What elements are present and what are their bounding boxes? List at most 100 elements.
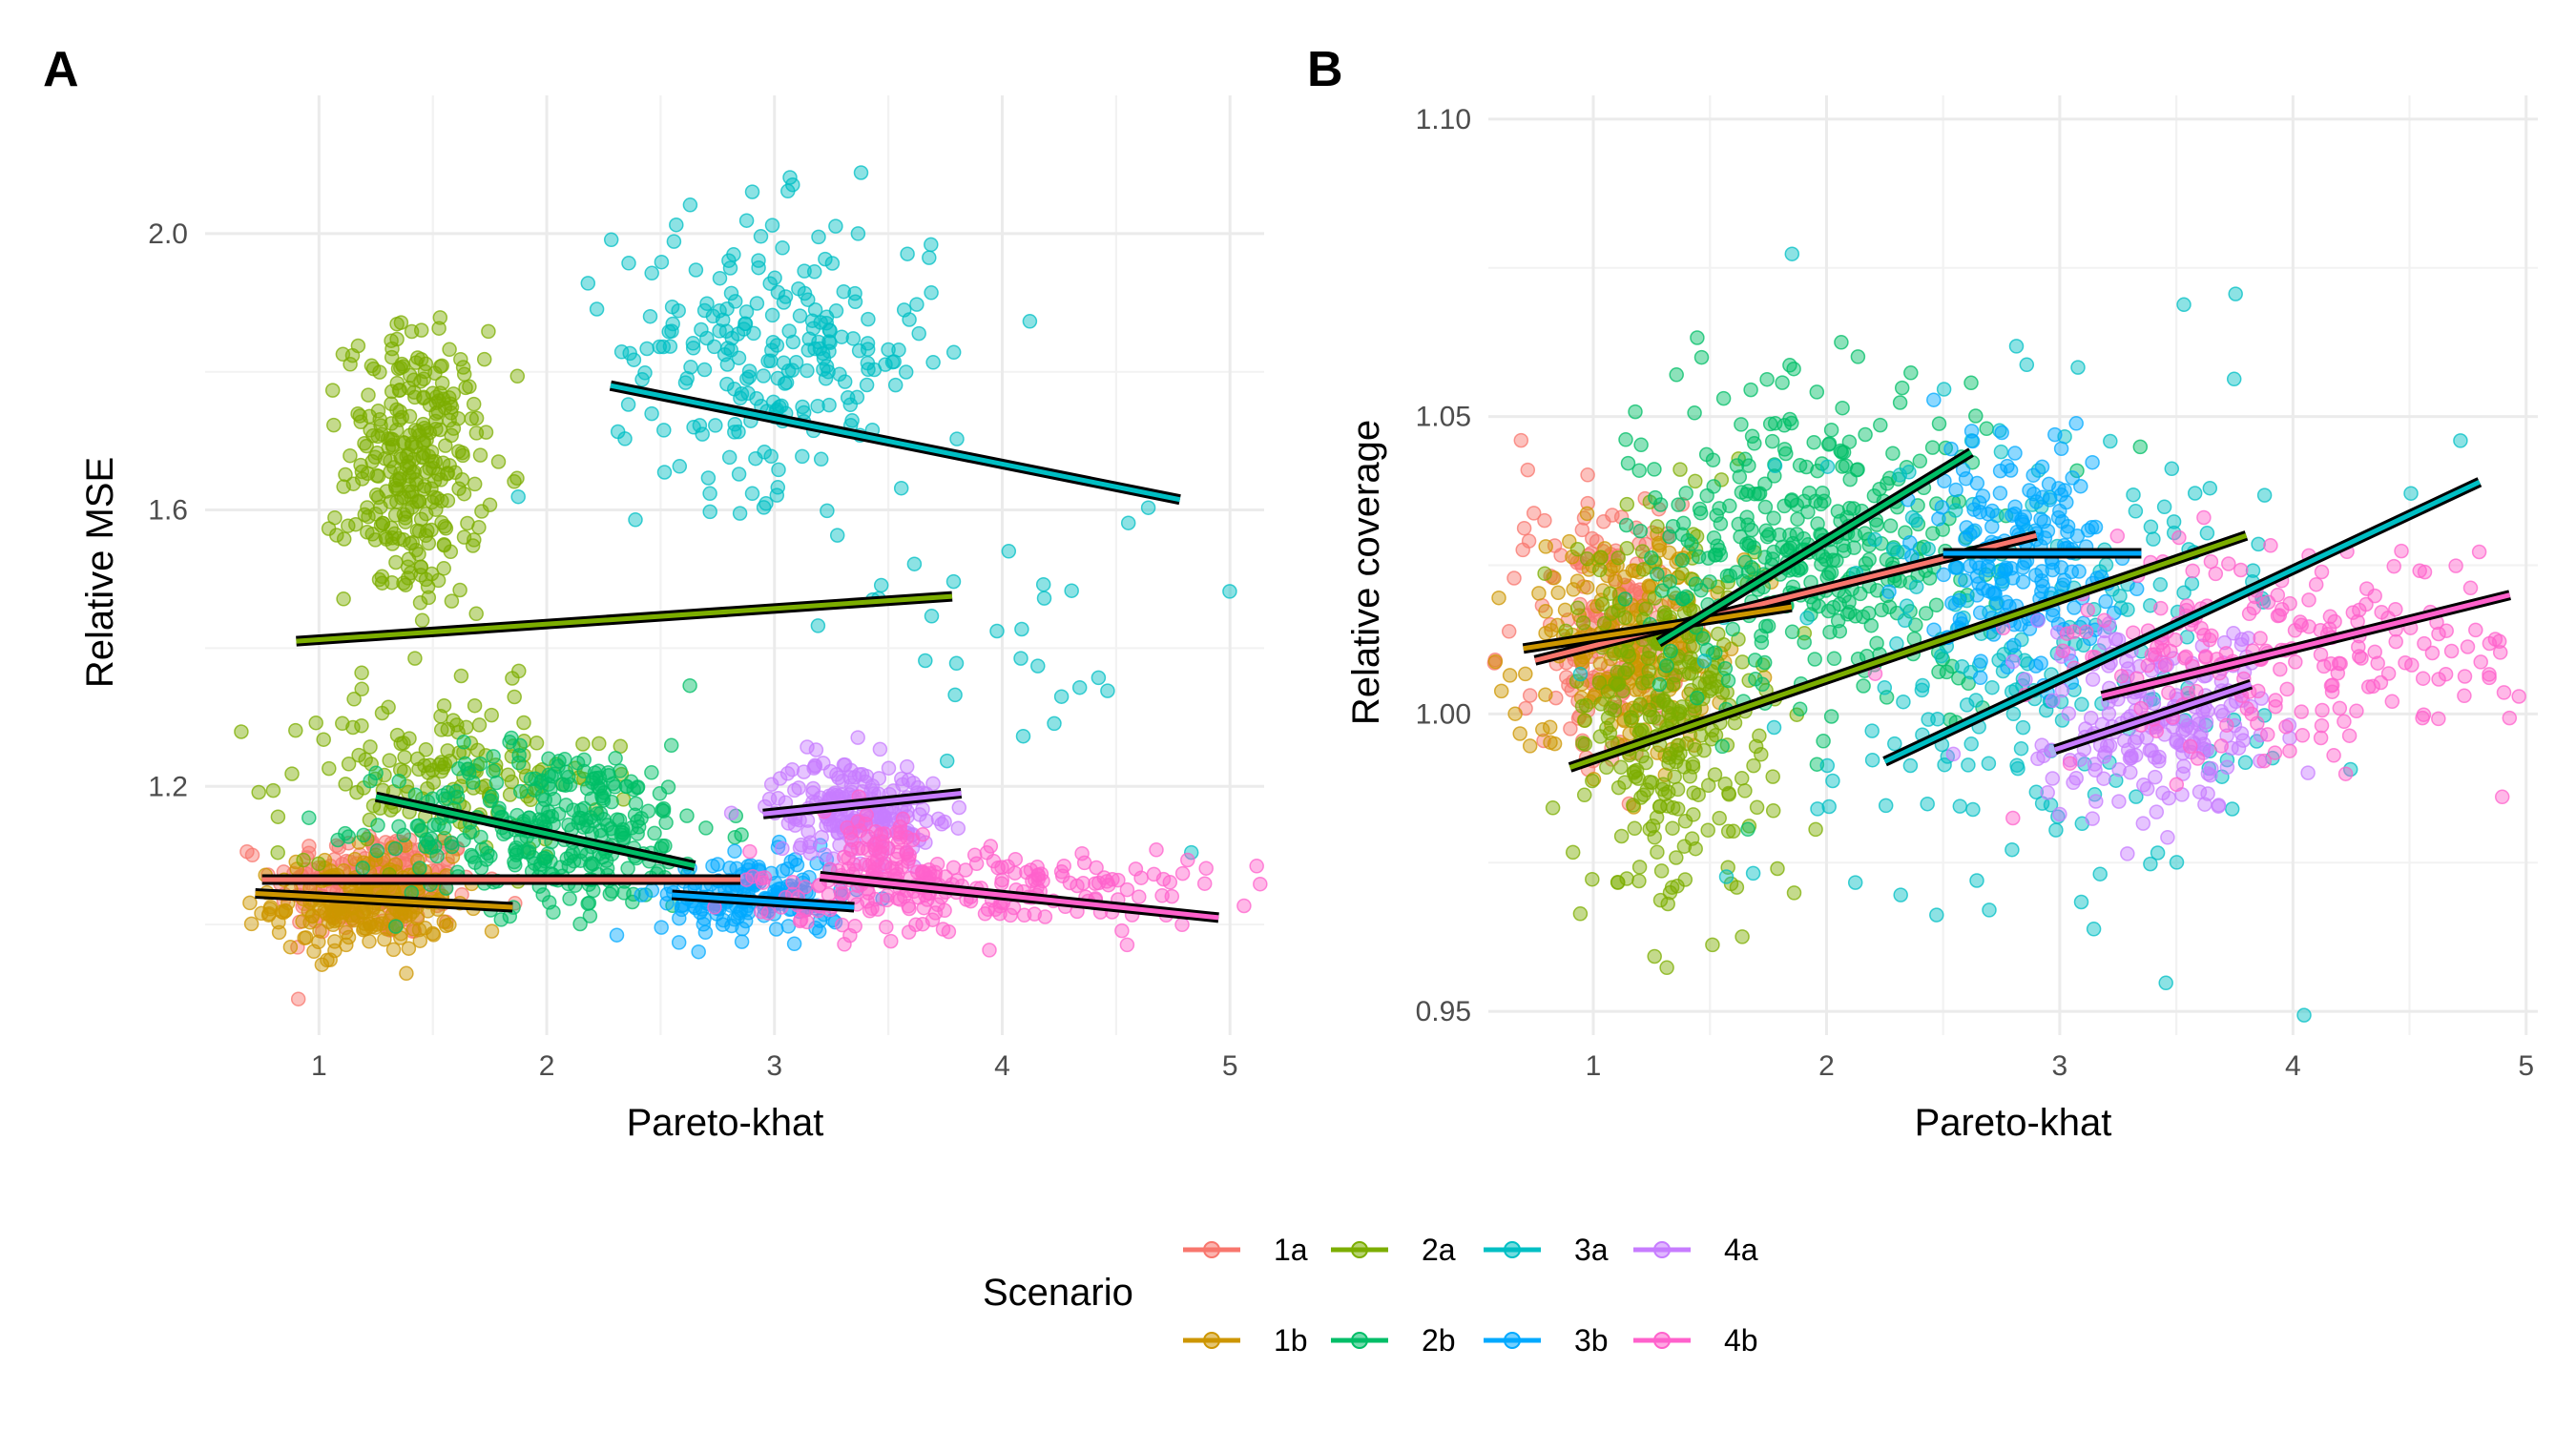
point-4b <box>2301 592 2316 608</box>
point-2a <box>401 551 417 567</box>
point-2b <box>1912 453 1928 469</box>
point-2a <box>1705 937 1720 953</box>
point-2a <box>1593 550 1609 566</box>
point-2b <box>630 826 645 841</box>
point-1a <box>1580 467 1595 483</box>
point-4b <box>2482 635 2498 652</box>
point-3a <box>685 341 701 356</box>
point-2b <box>615 830 632 846</box>
point-3a <box>818 371 834 386</box>
point-1a <box>1513 432 1529 448</box>
point-2b <box>640 803 656 819</box>
point-2b <box>1806 434 1821 450</box>
point-3a <box>2224 801 2240 817</box>
y-tick-label: 0.95 <box>1416 996 1471 1027</box>
point-2b <box>1823 565 1839 580</box>
point-3a <box>847 285 862 301</box>
point-3b <box>1966 502 1982 517</box>
point-3a <box>887 377 904 393</box>
point-3a <box>796 404 812 421</box>
point-3a <box>800 363 815 379</box>
point-3a <box>1929 907 1944 923</box>
legend-label-1b: 1b <box>1274 1323 1308 1358</box>
point-2b <box>363 773 378 789</box>
point-4a <box>2223 697 2238 714</box>
point-2a <box>1748 738 1764 755</box>
point-3a <box>2166 514 2182 529</box>
point-3a <box>700 470 717 486</box>
point-3a <box>819 315 835 331</box>
point-3a <box>737 316 754 332</box>
point-3b <box>1984 586 2001 601</box>
point-3b <box>2000 458 2015 474</box>
point-3a <box>723 285 739 301</box>
point-3a <box>873 577 889 593</box>
point-3b <box>2005 508 2020 523</box>
legend-entry-3b: 3b <box>1484 1323 1609 1358</box>
point-1b <box>385 942 402 958</box>
point-2a <box>436 561 451 576</box>
point-3b <box>2028 658 2044 674</box>
point-3a <box>626 352 642 367</box>
point-3a <box>744 486 760 502</box>
point-1b <box>254 905 269 922</box>
point-2b <box>437 820 452 836</box>
point-3b <box>1973 653 1988 669</box>
point-2a <box>386 460 402 475</box>
point-4b <box>1132 889 1147 904</box>
point-2a <box>381 699 396 716</box>
point-3a <box>2237 755 2254 771</box>
point-4b <box>2308 576 2324 592</box>
point-4b <box>2080 602 2096 618</box>
point-2a <box>467 697 483 714</box>
point-4b <box>2233 562 2249 578</box>
point-2b <box>511 755 527 771</box>
point-3a <box>666 234 682 249</box>
point-3a <box>741 369 758 384</box>
point-2b <box>396 827 411 843</box>
point-1a <box>1506 570 1522 586</box>
legend-label-2b: 2b <box>1422 1323 1456 1358</box>
point-2b <box>558 778 573 793</box>
point-1b <box>1538 604 1553 619</box>
point-2b <box>508 858 523 873</box>
point-4b <box>2313 647 2329 662</box>
point-2a <box>1632 696 1649 712</box>
point-3a <box>939 753 955 769</box>
point-3b <box>1958 471 1974 487</box>
point-2b <box>419 832 434 847</box>
point-2a <box>270 809 286 824</box>
point-2b <box>437 791 453 807</box>
point-3a <box>764 307 780 323</box>
point-2b <box>482 793 498 809</box>
point-3a <box>603 232 619 248</box>
legend-key-point <box>1653 1332 1671 1349</box>
point-2b <box>473 829 488 845</box>
point-4a <box>2030 612 2046 629</box>
point-4b <box>1236 898 1252 914</box>
point-1a <box>290 991 306 1006</box>
point-4b <box>2062 756 2078 771</box>
point-4a <box>2142 742 2158 758</box>
point-2a <box>455 360 471 375</box>
point-4a <box>2030 751 2046 767</box>
point-3a <box>925 355 941 370</box>
point-4a <box>2085 811 2100 826</box>
point-1b <box>271 914 286 930</box>
point-2a <box>346 692 362 707</box>
point-2a <box>444 593 460 609</box>
point-2b <box>456 833 471 848</box>
point-1b <box>425 925 441 942</box>
point-3a <box>810 618 826 633</box>
x-tick-label: 5 <box>1222 1050 1238 1082</box>
point-2b <box>546 904 561 920</box>
point-3a <box>2086 922 2102 937</box>
point-3a <box>837 374 853 389</box>
point-4b <box>847 919 862 934</box>
point-2a <box>1735 654 1751 670</box>
point-2b <box>1823 709 1839 724</box>
point-4b <box>1000 859 1016 875</box>
point-3a <box>2103 433 2118 449</box>
point-3a <box>738 304 755 320</box>
point-3a <box>610 424 626 440</box>
